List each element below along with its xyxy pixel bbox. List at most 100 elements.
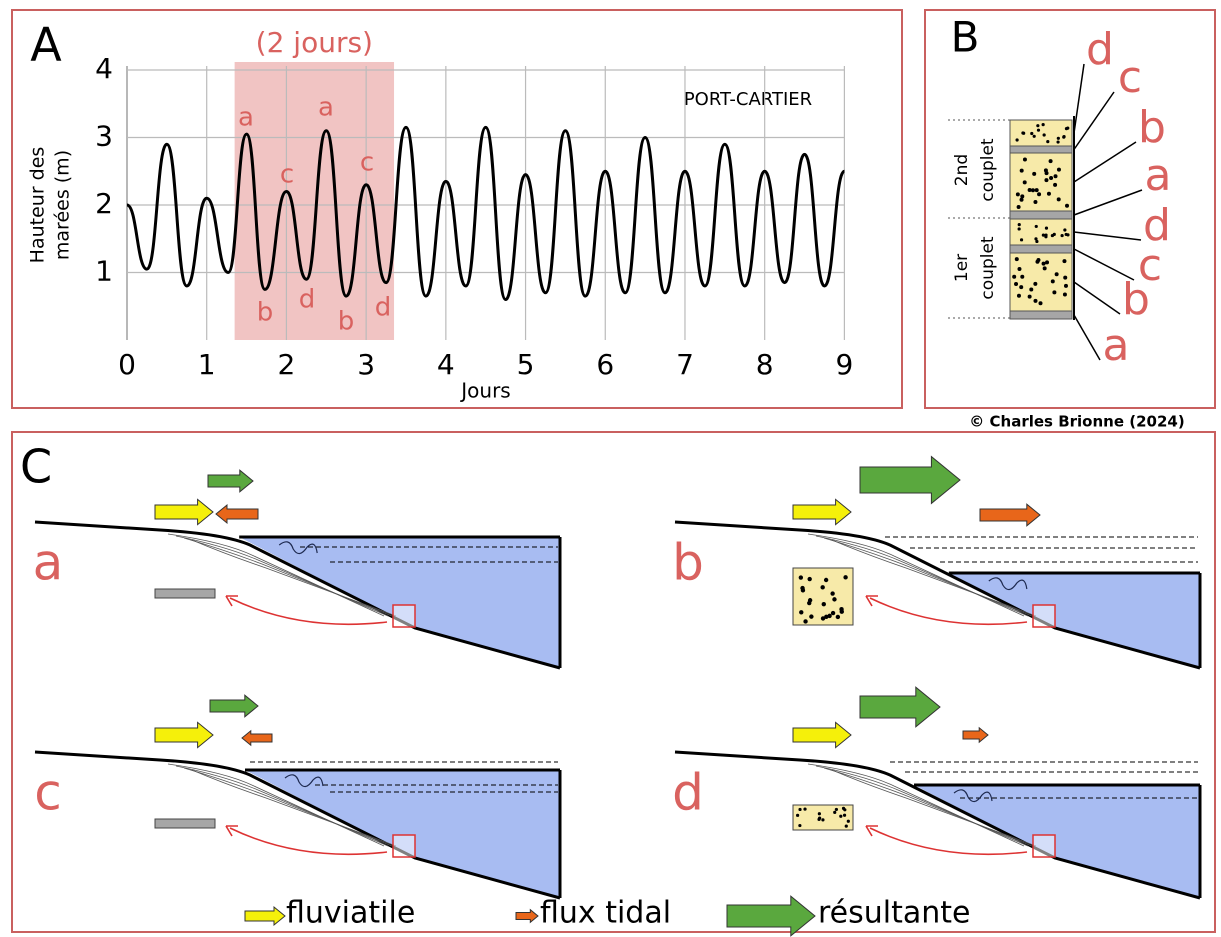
sediment-layer [1009, 145, 1073, 154]
curve-annotation: b [257, 298, 274, 328]
legend-label: fluviatile [286, 896, 415, 931]
scenario-label: c [34, 764, 62, 822]
leader-line [1073, 141, 1137, 183]
grain [1020, 194, 1025, 199]
couplet-label: 1er [952, 254, 972, 282]
grain [823, 577, 829, 583]
grain [1027, 294, 1032, 299]
leader-line [1073, 91, 1115, 150]
grain [1056, 167, 1061, 172]
scenario-label: a [33, 534, 64, 592]
grain [1050, 279, 1055, 284]
grain [844, 824, 848, 828]
sediment-layer [1009, 218, 1073, 246]
grain [1019, 285, 1024, 290]
grain [1054, 272, 1059, 277]
panel-c-frame [11, 431, 1216, 933]
grain [1062, 135, 1066, 139]
couplet-label: couplet [978, 138, 998, 201]
grain [1056, 140, 1060, 144]
grain [824, 614, 829, 620]
grain [1036, 257, 1041, 262]
strata [167, 533, 385, 617]
transport-arrow-head [865, 595, 878, 607]
panel-label: A [30, 18, 62, 72]
grain [1063, 228, 1067, 232]
grain [1044, 226, 1049, 230]
grain [798, 575, 804, 580]
grain [1016, 204, 1021, 209]
grain [817, 812, 821, 816]
grain [1034, 224, 1038, 229]
grain [1041, 233, 1045, 237]
grain [803, 619, 808, 624]
flow-arrow [209, 694, 259, 718]
transport-arrow [869, 597, 1028, 626]
flow-arrow [859, 686, 941, 728]
grain [839, 814, 843, 818]
grain [1041, 123, 1045, 127]
grain [818, 816, 822, 820]
grain [846, 819, 850, 823]
strata [191, 539, 397, 617]
grain [1032, 171, 1037, 176]
couplet-label: 2nd [952, 154, 972, 186]
shoreline [674, 750, 1201, 900]
sediment-layer [1009, 244, 1073, 254]
sediment-layer [1009, 152, 1073, 212]
mud-bar [154, 818, 216, 829]
grain [799, 610, 804, 615]
turbulence [278, 541, 318, 555]
grain [809, 614, 814, 619]
flow-arrow [515, 908, 539, 924]
grain [1053, 182, 1058, 187]
flow-arrow [979, 503, 1041, 527]
grain [1037, 192, 1042, 197]
grain [1052, 232, 1056, 236]
layer-letter: b [1138, 102, 1166, 153]
flow-arrow [962, 726, 989, 744]
leader-line [1073, 248, 1135, 281]
flow-arrow [726, 895, 816, 937]
layer-letter: a [1103, 320, 1130, 371]
grain [1060, 233, 1064, 238]
grain [832, 597, 837, 602]
grain [1052, 290, 1057, 295]
leader-line [1073, 281, 1121, 315]
panel-label: B [951, 13, 980, 62]
grain [821, 818, 825, 822]
shoreline [34, 750, 561, 900]
curve-annotation: a [238, 103, 254, 133]
scenario [34, 750, 562, 900]
grain [1065, 203, 1070, 208]
grain [1038, 301, 1043, 306]
grain [1014, 282, 1019, 287]
strata [175, 765, 389, 847]
grain [1033, 298, 1038, 303]
flow-arrow [241, 729, 273, 747]
legend-label: résultante [818, 896, 971, 931]
grain [1020, 274, 1025, 279]
grain [820, 585, 825, 590]
grain [1053, 174, 1058, 179]
transport-arrow [229, 827, 388, 856]
x-tick-label: 2 [278, 348, 296, 381]
scenario [674, 750, 1202, 900]
grain [807, 600, 812, 606]
grain [1033, 281, 1038, 286]
leader-line [1073, 189, 1143, 216]
y-tick-label: 2 [95, 187, 113, 220]
flow-arrow [244, 905, 286, 927]
shoreline [674, 520, 1201, 670]
flow-arrow [154, 498, 214, 526]
strata [815, 765, 1029, 847]
scenario-label: b [672, 534, 704, 592]
scenario [674, 520, 1202, 670]
grain [1030, 131, 1034, 136]
grain [796, 813, 800, 817]
grain [1022, 131, 1026, 135]
transport-arrow-head [225, 825, 238, 837]
grain [830, 610, 836, 616]
grain [1016, 293, 1021, 298]
